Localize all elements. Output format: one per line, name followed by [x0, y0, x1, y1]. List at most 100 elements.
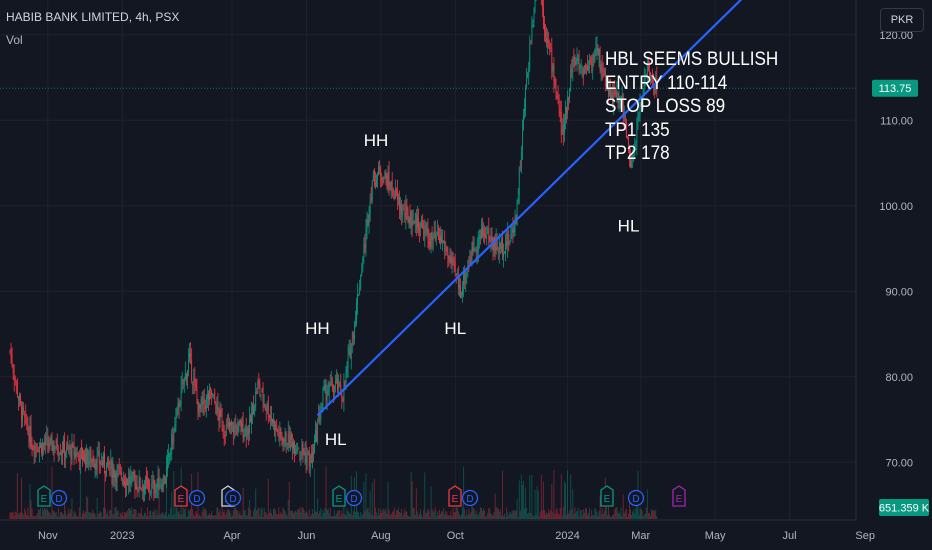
candle-body [560, 112, 562, 136]
candle-body [313, 453, 314, 456]
volume-bar [370, 514, 372, 519]
candle-body [117, 467, 119, 469]
candle-body [65, 452, 67, 458]
volume-bar [582, 509, 584, 519]
pattern-label: HL [325, 430, 347, 449]
candle-body [156, 484, 158, 488]
volume-bar [221, 497, 223, 519]
candle-body [226, 421, 228, 423]
volume-bar [233, 510, 235, 519]
candle-body [403, 208, 405, 210]
event-marker[interactable]: E [448, 485, 462, 507]
event-marker[interactable]: D [224, 489, 242, 507]
volume-bar [155, 515, 157, 519]
candle-body [561, 127, 563, 134]
volume-bar [115, 507, 117, 519]
volume-bar [542, 481, 544, 519]
event-marker[interactable]: E [600, 485, 614, 507]
candle-body [51, 435, 53, 451]
candle-body [617, 92, 619, 104]
candle-body [438, 232, 439, 240]
analysis-note[interactable]: HBL SEEMS BULLISH ENTRY 110-114 STOP LOS… [605, 48, 778, 166]
candle-body [598, 49, 600, 57]
candle-body [306, 456, 308, 463]
event-markers[interactable]: EDEDEDEDEDEDE [37, 485, 686, 507]
candle-body [319, 414, 321, 421]
volume-bar [268, 512, 270, 519]
earnings-marker-shape [174, 485, 188, 507]
candle-body [157, 475, 159, 488]
candle-body [632, 155, 634, 160]
volume-bar [535, 514, 537, 519]
event-marker[interactable]: E [332, 485, 346, 507]
candle-body [125, 483, 126, 487]
event-marker[interactable]: E [174, 485, 188, 507]
volume-bar [269, 508, 271, 519]
volume-bar [99, 511, 101, 519]
candle-body [397, 191, 398, 200]
volume-indicator-label[interactable]: Vol [6, 33, 23, 47]
candle-body [407, 209, 409, 223]
trendline[interactable] [316, 0, 744, 417]
volume-bar [65, 510, 67, 519]
candle-body [425, 223, 427, 232]
candle-body [413, 221, 415, 224]
volume-bar [187, 516, 188, 519]
event-marker[interactable]: E [37, 485, 51, 507]
currency-button[interactable]: PKR [880, 8, 924, 32]
candle-body [187, 370, 188, 379]
candle-body [484, 232, 485, 236]
volume-bar [478, 512, 480, 519]
volume-bar [313, 513, 314, 519]
volume-bar [638, 515, 640, 519]
volume-bar [589, 507, 591, 519]
volume-bar [614, 509, 616, 519]
price-axis-panel[interactable] [856, 0, 932, 520]
volume-bar [507, 512, 509, 519]
event-marker[interactable]: E [672, 485, 686, 507]
volume-bar [539, 511, 541, 519]
volume-bar [293, 513, 294, 519]
volume-bar [98, 512, 100, 519]
symbol-title[interactable]: HABIB BANK LIMITED, 4h, PSX [6, 10, 180, 24]
candle-body [308, 451, 310, 466]
volume-bar [237, 510, 239, 519]
candle-body [84, 452, 85, 463]
candle-body [345, 370, 347, 382]
event-marker[interactable]: D [345, 489, 363, 507]
volume-bar [46, 508, 48, 519]
event-marker[interactable]: D [627, 489, 645, 507]
volume-bar [125, 512, 126, 519]
candle-body [136, 484, 138, 490]
candle-body [369, 199, 371, 219]
candle-body [194, 377, 196, 383]
event-marker[interactable]: D [461, 489, 479, 507]
candle-body [343, 383, 345, 401]
dividend-marker-shape [461, 489, 479, 507]
candle-body [474, 249, 476, 250]
volume-bar [226, 509, 228, 519]
volume-bar [175, 507, 177, 519]
volume-bar [335, 515, 336, 519]
volume-bar [224, 515, 226, 519]
event-marker[interactable]: D [50, 489, 68, 507]
volume-bar [58, 516, 60, 519]
candle-body [26, 417, 28, 427]
volume-bar [77, 516, 79, 519]
event-marker[interactable]: D [188, 489, 206, 507]
candle-body [609, 88, 610, 97]
candle-body [533, 13, 535, 23]
volume-bar [634, 513, 636, 519]
candle-body [565, 106, 566, 121]
candle-body [14, 377, 16, 381]
candle-body [232, 422, 233, 425]
candle-body [72, 444, 74, 446]
candle-body [574, 60, 576, 66]
candle-body [640, 104, 642, 106]
candle-body [444, 240, 446, 252]
volume-bar [67, 513, 69, 519]
volume-bar [171, 492, 173, 519]
volume-bar [154, 508, 156, 519]
time-axis-panel[interactable] [0, 520, 932, 550]
